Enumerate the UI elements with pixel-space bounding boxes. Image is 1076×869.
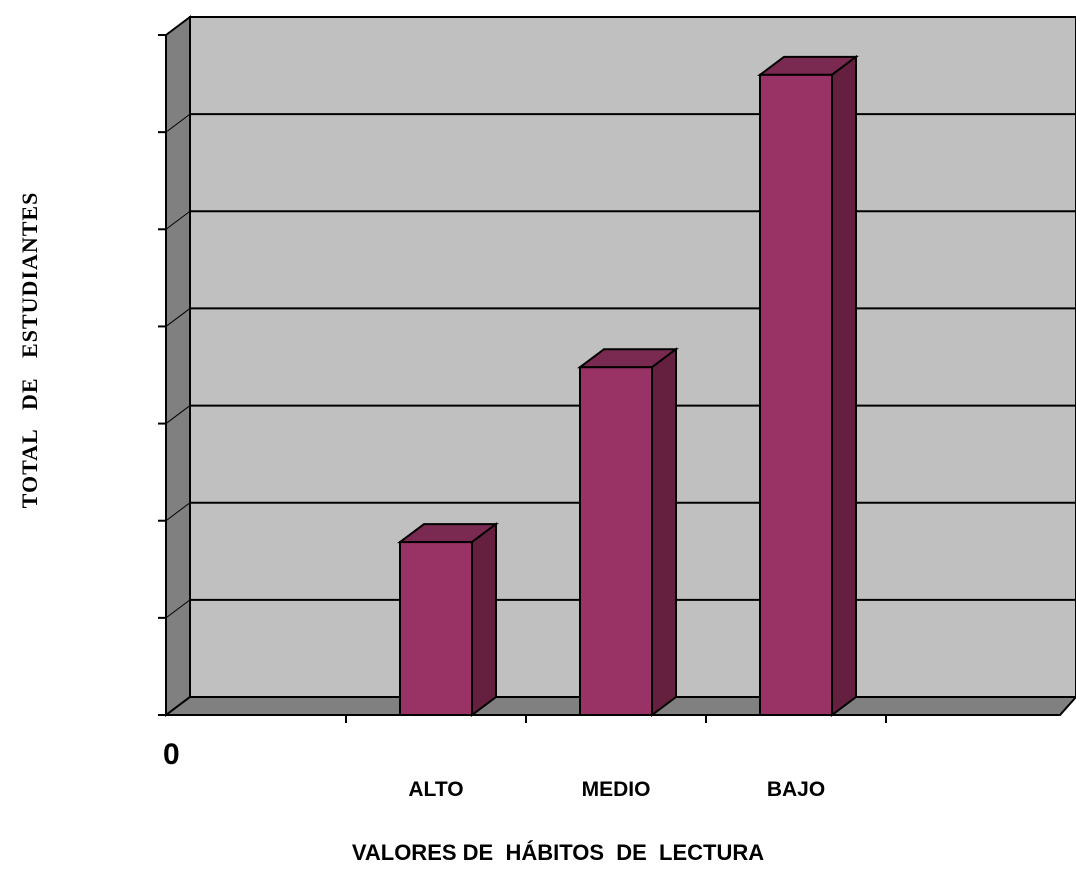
x-tick-label-medio: MEDIO: [581, 778, 651, 801]
bar-bajo: [757, 54, 859, 717]
x-tick-label-alto: ALTO: [408, 778, 464, 801]
bar-front-face: [579, 366, 653, 716]
y-axis-title: TOTAL DE ESTUDIANTES: [17, 191, 42, 509]
gridline-side: [165, 210, 191, 230]
gridline-side: [165, 405, 191, 424]
y-tick-label-zero: 0: [163, 738, 180, 771]
bar-front-face: [399, 541, 473, 716]
bar-side-face: [471, 522, 497, 717]
x-axis-title: VALORES DE HÁBITOS DE LECTURA: [351, 840, 765, 865]
gridline-side: [165, 599, 191, 619]
bar-side-face: [831, 54, 857, 717]
gridline-side: [165, 308, 191, 327]
bar-alto: [397, 522, 499, 717]
y-axis-title-container: TOTAL DE ESTUDIANTES: [0, 60, 60, 640]
gridline-side: [165, 502, 191, 522]
gridline-side: [165, 113, 191, 133]
bar-side-face: [651, 347, 677, 717]
x-tick-label-bajo: BAJO: [766, 778, 826, 801]
bar-medio: [577, 347, 679, 717]
plot-side-wall: [165, 15, 191, 717]
x-axis-ticks: [345, 715, 887, 723]
bar-front-face: [759, 73, 833, 717]
bars: [397, 54, 859, 717]
y-axis-ticks: [158, 34, 167, 716]
